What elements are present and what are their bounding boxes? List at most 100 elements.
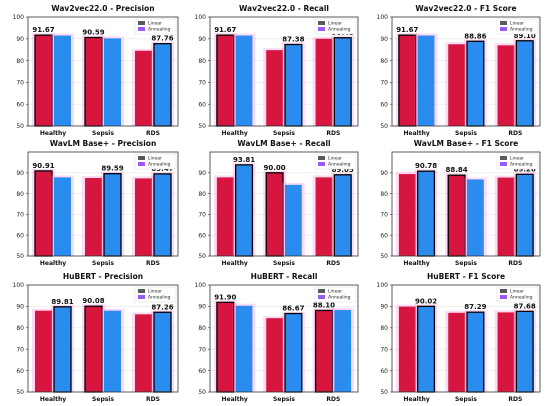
y-tick-label: 60 [198, 232, 206, 239]
bar-linear-rds [315, 177, 333, 256]
bar-annealing-sepsis [284, 312, 303, 393]
bar-linear-healthy [216, 301, 235, 393]
legend-label: Linear [510, 156, 524, 162]
bar-linear-healthy [398, 34, 417, 127]
legend-swatch [138, 289, 145, 293]
bar-annealing-healthy [53, 306, 72, 393]
y-tick-label: 90 [198, 36, 206, 43]
y-tick-label: 50 [380, 389, 388, 396]
value-label: 87.29 [464, 303, 486, 311]
bar-linear-rds [135, 314, 152, 392]
y-tick-label: 100 [377, 14, 389, 21]
value-label: 87.26 [151, 303, 173, 311]
bar-annealing-rds [333, 37, 352, 127]
value-label: 87.38 [282, 36, 304, 44]
legend-box [134, 153, 177, 170]
value-label: 87.76 [151, 35, 173, 43]
panel-title: HuBERT - F1 Score [427, 272, 505, 281]
y-tick-label: 70 [380, 80, 388, 87]
bar-linear-sepsis [266, 318, 283, 392]
legend-box [134, 18, 177, 35]
value-label: 91.67 [214, 26, 236, 34]
value-label: 91.67 [32, 26, 54, 34]
y-tick-label: 90 [198, 304, 206, 311]
x-tick-label: Sepsis [273, 396, 295, 403]
y-tick-label: 90 [198, 170, 206, 177]
x-tick-label: Healthy [404, 130, 430, 137]
value-label: 89.05 [332, 166, 354, 174]
panel-4: WavLM Base+ - Precision 50 60 70 80 90 Healthy… [16, 139, 179, 267]
legend-label: Annealing [148, 162, 171, 168]
y-tick-label: 50 [380, 123, 388, 130]
legend-label: Linear [148, 21, 162, 27]
legend-label: Linear [148, 156, 162, 162]
panel-title: HuBERT - Precision [63, 272, 143, 281]
bar-linear-sepsis [266, 50, 283, 126]
legend-label: Annealing [510, 295, 533, 301]
bar-linear-healthy [216, 177, 234, 256]
panel-8: HuBERT - Recall 50 60 70 80 90 100 Healthy Sepsi… [195, 272, 359, 403]
y-tick-label: 50 [16, 253, 24, 260]
value-label: 90.02 [415, 297, 437, 305]
x-tick-label: Healthy [40, 260, 66, 267]
panel-title: Wav2vec22.0 - Precision [51, 4, 154, 13]
legend-swatch [318, 162, 325, 166]
legend-swatch [500, 156, 507, 160]
bar-annealing-rds [515, 310, 534, 393]
y-tick-label: 50 [16, 123, 24, 130]
y-tick-label: 50 [198, 253, 206, 260]
bar-annealing-rds [153, 43, 172, 127]
value-label: 90.59 [82, 29, 104, 37]
legend-swatch [500, 21, 507, 25]
y-tick-label: 70 [380, 346, 388, 353]
panel-title: HuBERT - Recall [251, 272, 318, 281]
y-tick-label: 70 [16, 346, 24, 353]
x-tick-label: Sepsis [273, 260, 295, 267]
value-label: 90.08 [82, 297, 104, 305]
panel-2: Wav2vec22.0 - Recall 50 60 70 80 90 100 Healthy… [195, 4, 359, 137]
x-tick-label: Healthy [404, 396, 430, 403]
y-tick-label: 60 [16, 368, 24, 375]
value-label: 88.86 [464, 32, 486, 40]
x-tick-label: RDS [508, 130, 522, 137]
bar-annealing-healthy [54, 35, 71, 126]
y-tick-label: 70 [198, 80, 206, 87]
bar-linear-rds [315, 38, 333, 126]
y-tick-label: 80 [380, 325, 388, 332]
legend-label: Annealing [328, 295, 351, 301]
bar-linear-healthy [216, 34, 235, 127]
panel-title: WavLM Base+ - Precision [50, 139, 157, 148]
y-tick-label: 90 [16, 36, 24, 43]
x-tick-label: Sepsis [92, 130, 114, 137]
value-label: 89.26 [514, 165, 536, 173]
plot-frame [209, 151, 359, 257]
value-label: 89.59 [101, 165, 123, 173]
y-tick-label: 60 [16, 232, 24, 239]
bar-annealing-rds [515, 173, 534, 257]
legend-swatch [138, 21, 145, 25]
plot-frame [209, 16, 359, 127]
x-tick-label: Healthy [40, 130, 66, 137]
bar-linear-healthy [35, 310, 52, 392]
legend-box [134, 286, 177, 303]
legend-label: Annealing [328, 27, 351, 33]
bar-annealing-sepsis [104, 310, 121, 392]
y-tick-label: 70 [380, 212, 388, 219]
panel-6: WavLM Base+ - F1 Score 50 60 70 80 90 Healthy S… [380, 139, 541, 267]
bar-linear-healthy [34, 34, 53, 127]
panel-title: Wav2vec22.0 - F1 Score [415, 4, 516, 13]
legend-swatch [138, 27, 145, 31]
y-tick-label: 100 [195, 282, 207, 289]
x-tick-label: Sepsis [455, 130, 477, 137]
bar-linear-rds [497, 45, 515, 127]
y-tick-label: 60 [380, 232, 388, 239]
y-tick-label: 80 [16, 191, 24, 198]
value-label: 90.78 [415, 162, 437, 170]
bar-linear-rds [135, 178, 152, 256]
y-tick-label: 70 [16, 80, 24, 87]
x-tick-label: Healthy [404, 260, 430, 267]
